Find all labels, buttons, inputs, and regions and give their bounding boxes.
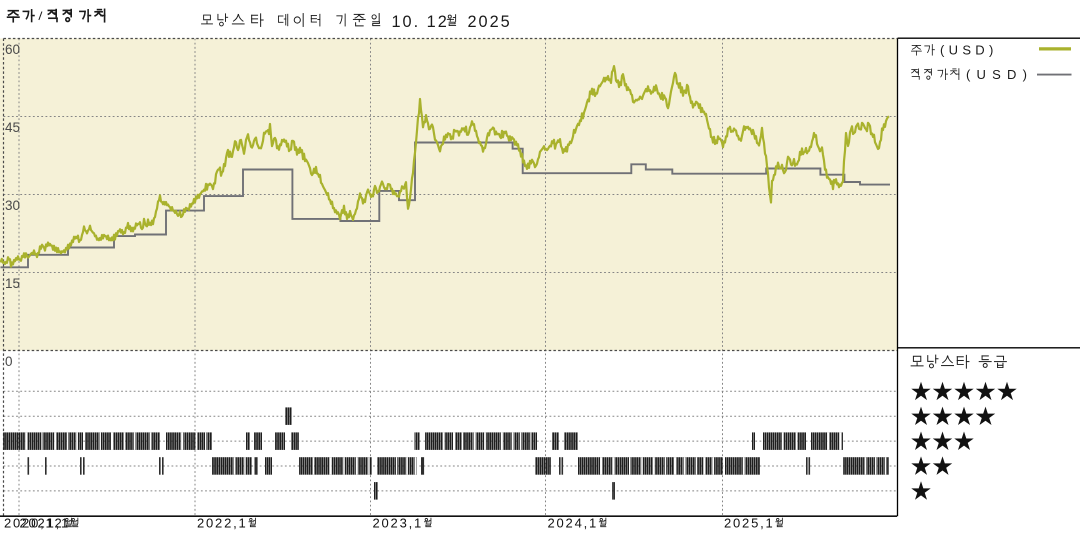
svg-text:0: 0 [5, 354, 13, 369]
svg-text:60: 60 [5, 42, 20, 57]
svg-text:(USD): (USD) [940, 43, 998, 58]
svg-text:2025: 2025 [468, 13, 512, 31]
svg-text:2020,12: 2020,12 [4, 516, 64, 531]
svg-text:(USD): (USD) [966, 67, 1033, 82]
svg-text:2021,1: 2021,1 [20, 516, 71, 531]
svg-text:2025,1: 2025,1 [724, 516, 775, 531]
svg-text:2022,1: 2022,1 [197, 516, 248, 531]
svg-text:15: 15 [5, 276, 20, 291]
svg-text:10. 12: 10. 12 [392, 13, 449, 31]
svg-text:30: 30 [5, 198, 20, 213]
svg-text:45: 45 [5, 120, 20, 135]
svg-text:2023,1: 2023,1 [373, 516, 424, 531]
svg-text:2024,1: 2024,1 [548, 516, 599, 531]
